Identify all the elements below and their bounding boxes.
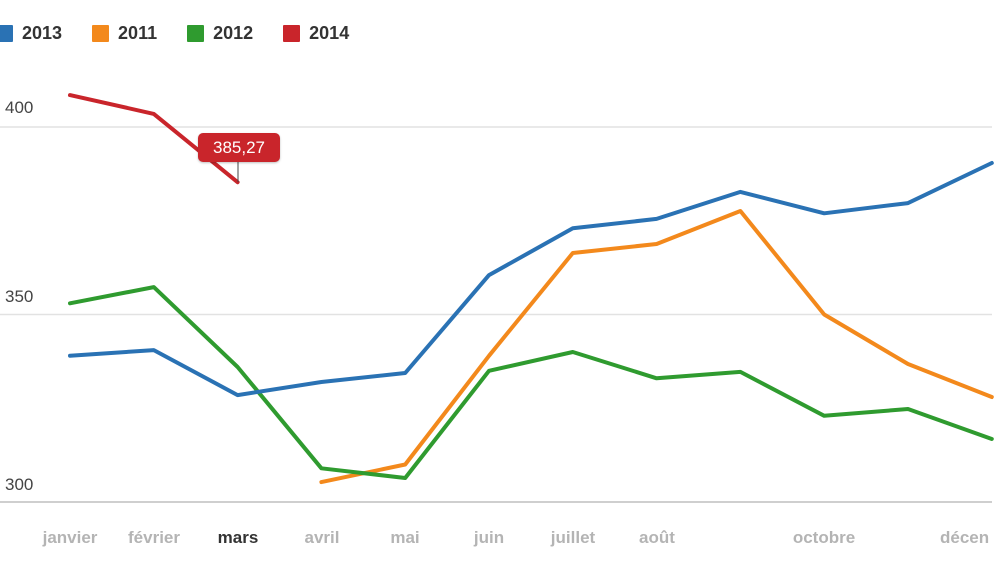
x-tick-fevrier[interactable]: février — [128, 528, 180, 547]
series-line-2013[interactable] — [68, 161, 994, 398]
legend-item-2012[interactable]: 2012 — [187, 23, 253, 44]
legend-item-2013[interactable]: 2013 — [0, 23, 62, 44]
x-tick-decembre[interactable]: décen — [940, 528, 990, 547]
x-tick-mars[interactable]: mars — [217, 528, 259, 547]
gridlines — [0, 126, 992, 503]
legend-swatch-2012 — [187, 24, 205, 42]
y-tick-300: 300 — [5, 475, 34, 494]
legend-label: 2011 — [118, 22, 158, 43]
legend: 2013 2011 2012 2014 — [0, 20, 379, 46]
series-line-2012[interactable] — [68, 285, 994, 480]
y-tick-400: 400 — [5, 98, 34, 117]
legend-label: 2012 — [213, 22, 254, 43]
series-line-2011[interactable] — [319, 209, 994, 485]
x-tick-avril[interactable]: avril — [304, 528, 340, 547]
x-tick-juin[interactable]: juin — [473, 528, 505, 547]
x-tick-aout[interactable]: août — [639, 528, 675, 547]
x-tick-janvier[interactable]: janvier — [42, 528, 98, 547]
legend-swatch-2014 — [283, 24, 301, 42]
legend-swatch-2011 — [92, 24, 110, 42]
legend-item-2011[interactable]: 2011 — [92, 23, 157, 44]
x-tick-juillet[interactable]: juillet — [550, 528, 596, 547]
x-tick-octobre[interactable]: octobre — [792, 528, 856, 547]
legend-swatch-2013 — [0, 24, 13, 42]
y-tick-350: 350 — [5, 287, 34, 306]
legend-label: 2013 — [22, 22, 63, 43]
value-tooltip: 385,27 — [198, 133, 280, 162]
legend-label: 2014 — [309, 22, 350, 43]
x-tick-mai[interactable]: mai — [390, 528, 420, 547]
legend-item-2014[interactable]: 2014 — [283, 23, 349, 44]
